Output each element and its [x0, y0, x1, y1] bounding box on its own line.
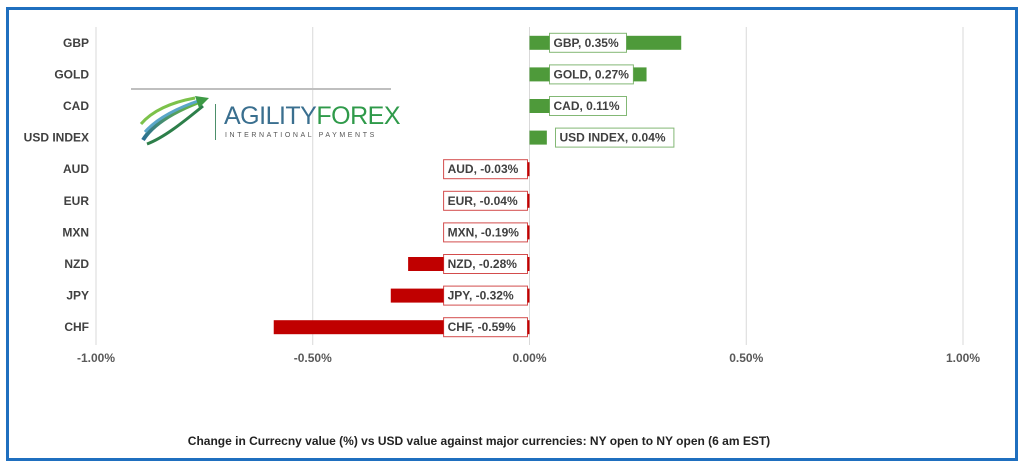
data-label-text: GBP, 0.35% — [554, 36, 619, 50]
category-label: NZD — [64, 257, 89, 271]
x-tick-label: -1.00% — [77, 351, 115, 365]
data-label: USD INDEX, 0.04% — [555, 127, 675, 148]
data-label-text: CHF, -0.59% — [448, 320, 516, 334]
globe-swoosh-icon — [139, 96, 209, 146]
category-label: MXN — [62, 225, 89, 239]
logo-divider-line — [131, 88, 391, 90]
bar-usd-index — [529, 130, 547, 145]
data-label: CHF, -0.59% — [443, 317, 529, 338]
logo-name: AGILITYFOREX — [224, 102, 400, 131]
data-label-text: JPY, -0.32% — [448, 289, 514, 303]
data-label-box — [443, 190, 529, 211]
logo-tagline: INTERNATIONAL PAYMENTS — [225, 132, 377, 139]
data-label-box — [443, 285, 529, 306]
data-label: EUR, -0.04% — [443, 190, 529, 211]
x-tick-labels: -1.00% -0.50% 0.00% 0.50% 1.00% — [77, 351, 980, 365]
data-label-text: EUR, -0.04% — [448, 194, 518, 208]
data-labels: GBP, 0.35% GOLD, 0.27% CAD, 0.11% USD INDEX… — [443, 32, 675, 338]
data-label: AUD, -0.03% — [443, 159, 529, 180]
category-label: CHF — [64, 320, 89, 334]
category-labels: GBP GOLD CAD USD INDEX AUD EUR MXN NZD JPY CHF — [24, 36, 90, 334]
agility-forex-logo: AGILITYFOREX INTERNATIONAL PAYMENTS — [131, 88, 400, 148]
chart-frame: GBP GOLD CAD USD INDEX AUD EUR MXN NZD JPY CHF GB… — [6, 7, 1018, 461]
x-tick-label: 0.00% — [512, 351, 546, 365]
category-label: USD INDEX — [24, 131, 89, 145]
category-label: JPY — [66, 289, 89, 303]
data-label-text: GOLD, 0.27% — [554, 67, 630, 81]
data-label-text: NZD, -0.28% — [448, 257, 518, 271]
logo-name-part1: AGILITY — [224, 102, 317, 130]
data-label: CAD, 0.11% — [549, 96, 627, 116]
data-label-box — [443, 254, 529, 274]
data-label-box — [443, 159, 529, 180]
x-tick-label: 1.00% — [946, 351, 980, 365]
data-label: MXN, -0.19% — [443, 222, 529, 243]
data-label-text: AUD, -0.03% — [448, 162, 519, 176]
data-label: NZD, -0.28% — [443, 254, 529, 274]
data-label: GBP, 0.35% — [549, 32, 627, 53]
category-label: GBP — [63, 36, 89, 50]
bar-chart: GBP GOLD CAD USD INDEX AUD EUR MXN NZD JPY CHF GB… — [24, 27, 980, 365]
category-label: GOLD — [54, 67, 89, 81]
data-label-box — [443, 317, 529, 338]
data-label-box — [549, 96, 627, 116]
data-label: GOLD, 0.27% — [549, 64, 634, 85]
data-label-box — [549, 64, 634, 85]
x-tick-label: -0.50% — [294, 351, 332, 365]
category-label: CAD — [63, 99, 89, 113]
data-label-box — [555, 127, 675, 148]
data-label-text: USD INDEX, 0.04% — [560, 131, 666, 145]
data-label: JPY, -0.32% — [443, 285, 529, 306]
data-label-box — [549, 32, 627, 53]
data-label-box — [443, 222, 529, 243]
category-label: AUD — [63, 162, 89, 176]
category-label: EUR — [64, 194, 90, 208]
chart-caption: Change in Currecny value (%) vs USD valu… — [187, 434, 771, 448]
x-tick-label: 0.50% — [729, 351, 763, 365]
logo-name-part2: FOREX — [316, 102, 400, 130]
data-label-text: MXN, -0.19% — [448, 225, 520, 239]
data-label-text: CAD, 0.11% — [554, 99, 620, 113]
logo-separator — [215, 104, 216, 140]
